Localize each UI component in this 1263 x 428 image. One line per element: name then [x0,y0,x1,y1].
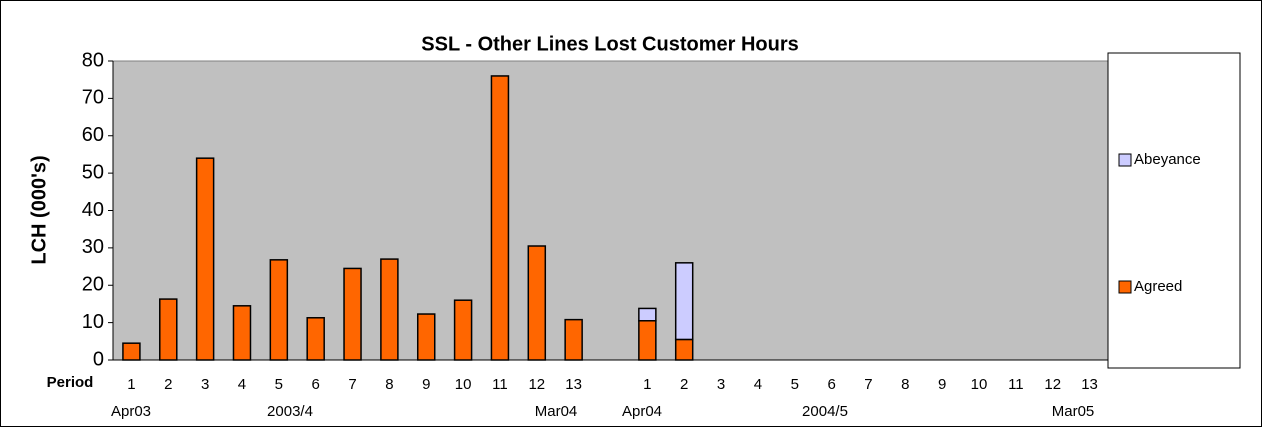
x-tick-label: 3 [717,376,725,393]
x-tick-label: 8 [901,376,909,393]
chart-title: SSL - Other Lines Lost Customer Hours [421,33,798,55]
x-tick-label: 7 [348,376,356,393]
bar-segment [416,313,436,361]
y-tick-label: 10 [82,311,104,333]
bar-segment [380,258,399,361]
legend-label: Agreed [1134,278,1182,295]
y-tick-label: 70 [82,87,104,109]
x-tick-label: 9 [422,376,430,393]
y-tick-label: 60 [82,124,104,146]
bar-segment [490,75,510,361]
x-tick-label: 2 [680,376,688,393]
x-tick-label: 10 [971,376,988,393]
x-tick-label: 8 [385,376,393,393]
bar-segment [122,342,141,361]
x-tick-label: 12 [528,376,545,393]
x-tick-label: 6 [312,376,320,393]
x-tick-label: 3 [201,376,209,393]
y-tick-label: 0 [93,348,104,370]
x-tick-label: 4 [238,376,246,393]
x-tick-label: 7 [864,376,872,393]
bar-segment [453,299,473,361]
legend [1107,52,1241,369]
group-label: Mar04 [535,403,578,420]
x-tick-label: 13 [1081,376,1098,393]
x-tick-label: 1 [127,376,135,393]
bar-segment [527,245,547,361]
x-tick-label: 10 [455,376,472,393]
bar-segment [159,298,178,361]
y-axis-label: LCH (000's) [28,155,50,264]
plot-area [112,60,1109,361]
group-label: 2003/4 [267,403,313,420]
x-tick-label: 9 [938,376,946,393]
x-tick-label: 12 [1044,376,1061,393]
group-label: 2004/5 [802,403,848,420]
x-tick-label: 1 [643,376,651,393]
bar-segment [638,320,657,361]
x-tick-label: 11 [492,376,508,393]
legend-label: Abeyance [1134,151,1201,168]
y-tick-label: 30 [82,236,104,258]
x-tick-label: 6 [827,376,835,393]
bar-segment [674,338,694,361]
x-tick-label: 11 [1008,376,1024,393]
bar-segment [674,262,694,341]
group-label: Mar05 [1052,403,1095,420]
bar-segment [638,307,657,322]
y-tick-label: 50 [82,161,104,183]
y-tick-label: 80 [82,49,104,71]
bar-segment [306,317,325,361]
bar-segment [564,318,583,361]
bar-segment [232,305,252,361]
y-tick-label: 40 [82,199,104,221]
x-axis-label: Period [47,374,94,391]
bar-segment [269,259,289,361]
x-tick-label: 5 [275,376,283,393]
x-tick-label: 4 [754,376,762,393]
x-tick-label: 2 [164,376,172,393]
y-tick-label: 20 [82,274,104,296]
legend-swatch [1118,153,1132,167]
bar-segment [195,157,215,361]
bar-segment [343,267,362,361]
x-tick-label: 13 [565,376,582,393]
x-tick-label: 5 [791,376,799,393]
group-label: Apr03 [111,403,151,420]
legend-swatch [1118,280,1132,294]
group-label: Apr04 [622,403,662,420]
